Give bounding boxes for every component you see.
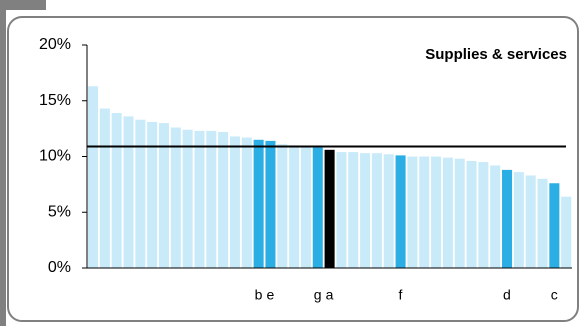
bar (360, 153, 371, 268)
bar (99, 108, 110, 269)
x-tick-label: g (314, 287, 322, 303)
bar (490, 165, 501, 268)
bar (289, 145, 300, 268)
bar (300, 146, 311, 268)
x-tick-label: c (551, 287, 558, 303)
x-tick-label: e (266, 287, 274, 303)
y-tick-label: 10% (39, 148, 71, 165)
y-tick-label: 5% (48, 203, 71, 220)
bar (135, 119, 146, 268)
bar (277, 144, 288, 268)
x-tick-label: f (399, 287, 403, 303)
y-tick-label: 20% (39, 36, 71, 53)
bar (537, 178, 548, 268)
bar (324, 149, 335, 268)
bar (147, 121, 158, 268)
bar (123, 116, 134, 268)
bar (561, 196, 572, 268)
bar (253, 139, 264, 268)
bar (170, 127, 181, 268)
x-tick-label: d (503, 287, 511, 303)
bar (206, 130, 217, 268)
bar (419, 156, 430, 268)
bar (241, 137, 252, 268)
bar (312, 147, 323, 268)
y-tick-label: 0% (48, 259, 71, 276)
bar (549, 183, 560, 268)
bar (395, 155, 406, 268)
bar (111, 113, 122, 268)
bar (182, 129, 193, 268)
y-tick-label: 15% (39, 92, 71, 109)
bar (407, 156, 418, 268)
bar (194, 130, 205, 268)
bar (513, 172, 524, 268)
bar (431, 156, 442, 268)
tab-decoration (0, 0, 46, 10)
bar (478, 162, 489, 268)
bar (454, 158, 465, 268)
chart-title: Supplies & services (425, 46, 567, 63)
side-decoration (0, 0, 6, 326)
x-tick-label: a (326, 287, 334, 303)
bar (348, 152, 359, 268)
bar (442, 157, 453, 268)
bar (158, 123, 170, 268)
bar (265, 140, 276, 268)
bar (88, 86, 99, 268)
bar (383, 154, 394, 268)
bar (336, 152, 347, 268)
bar (218, 131, 229, 268)
bar (371, 153, 382, 268)
bar (466, 160, 477, 268)
x-tick-label: b (255, 287, 263, 303)
bar (502, 169, 513, 268)
bar (229, 136, 240, 268)
bar (525, 175, 536, 268)
